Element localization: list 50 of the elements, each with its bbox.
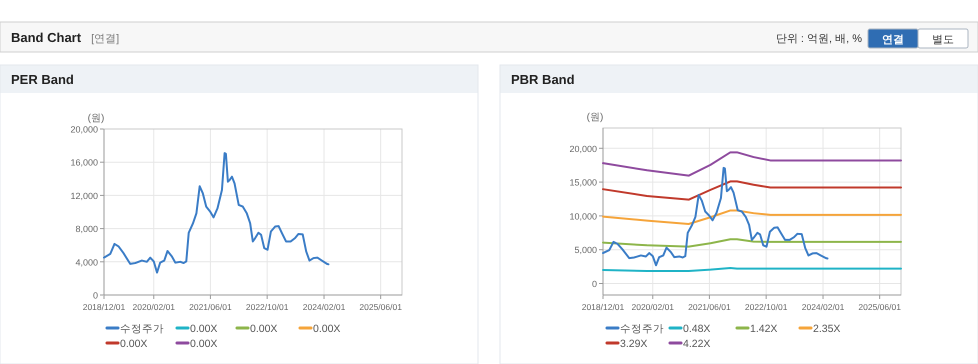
- text: [연결]: [91, 33, 120, 45]
- y-tick-label: 16,000: [70, 158, 98, 168]
- x-tick-label: 2025/06/01: [858, 302, 902, 312]
- line-series: [602, 238, 902, 248]
- x-tick-label: 2021/06/01: [688, 302, 731, 312]
- y-tick-label: 8,000: [75, 224, 98, 234]
- line-series: [602, 209, 902, 226]
- y-tick-label: 0: [92, 290, 98, 300]
- y-tick-label: 20,000: [70, 124, 98, 134]
- y-axis-title: (원): [88, 113, 104, 124]
- legend-label: 수정주가: [620, 323, 664, 335]
- x-tick-label: 2020/02/01: [132, 302, 176, 312]
- legend-label: 2.35X: [813, 323, 840, 335]
- x-tick-label: 2025/06/01: [359, 302, 402, 312]
- x-tick-label: 2024/02/01: [802, 302, 845, 312]
- legend-label: 0.00X: [313, 323, 340, 335]
- y-tick-label: 4,000: [75, 257, 98, 268]
- line-series: [103, 152, 330, 274]
- x-tick-label: 2021/06/01: [189, 302, 232, 312]
- y-tick-label: 12,000: [70, 190, 98, 201]
- legend-label: 0.00X: [250, 323, 278, 335]
- y-tick-label: 10,000: [569, 211, 597, 222]
- y-tick-label: 0: [592, 279, 597, 290]
- legend-label: 0.00X: [190, 323, 218, 335]
- line-series: [602, 166, 828, 266]
- line-series: [602, 151, 902, 177]
- legend-label: 4.22X: [683, 338, 710, 350]
- chart-title: PBR Band: [511, 72, 575, 87]
- y-axis-title: (원): [586, 112, 604, 123]
- legend-label: 0.48X: [683, 323, 710, 335]
- text: Band Chart: [11, 30, 82, 45]
- chart-title: PER Band: [11, 72, 74, 87]
- y-tick-label: 15,000: [569, 178, 597, 188]
- legend-label: 1.42X: [750, 323, 778, 335]
- line-series: [602, 180, 902, 201]
- legend-label: 3.29X: [620, 338, 648, 350]
- legend-label: 수정주가: [120, 323, 164, 335]
- x-tick-label: 2020/02/01: [631, 302, 674, 312]
- text: 연결: [882, 34, 904, 46]
- x-tick-label: 2022/10/01: [246, 302, 289, 312]
- x-tick-label: 2022/10/01: [744, 302, 788, 312]
- text: 별도: [932, 34, 954, 46]
- y-tick-label: 20,000: [569, 144, 597, 154]
- text: 단위 : 억원, 배, %: [776, 33, 862, 45]
- x-tick-label: 2018/12/01: [582, 302, 625, 312]
- x-tick-label: 2018/12/01: [82, 302, 126, 312]
- legend-label: 0.00X: [120, 338, 148, 350]
- x-tick-label: 2024/02/01: [302, 302, 346, 312]
- y-tick-label: 5,000: [574, 245, 597, 256]
- legend-label: 0.00X: [190, 338, 218, 350]
